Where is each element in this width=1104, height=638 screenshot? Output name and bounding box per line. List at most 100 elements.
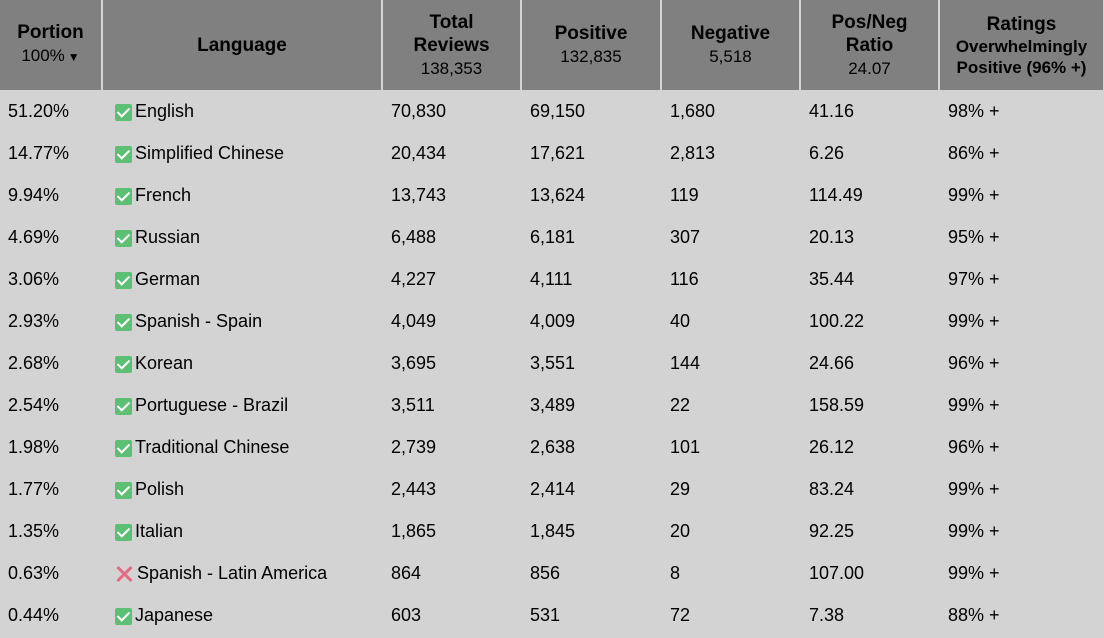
check-icon: [115, 481, 132, 499]
language-cell: Portuguese - Brazil: [103, 395, 381, 416]
check-icon: [115, 187, 132, 205]
negative-cell: 72: [670, 604, 691, 625]
sort-down-icon: ▼: [67, 50, 80, 64]
total-reviews-cell: 20,434: [391, 142, 447, 163]
language-name: Portuguese - Brazil: [135, 394, 289, 415]
ratio-cell: 24.66: [809, 352, 855, 373]
negative-cell: 144: [670, 352, 701, 373]
header-negative[interactable]: Negative 5,518: [662, 0, 799, 90]
check-icon: [115, 271, 132, 289]
rating-cell: 99% +: [948, 184, 1000, 205]
positive-cell: 6,181: [530, 226, 576, 247]
rating-cell: 99% +: [948, 562, 1000, 583]
language-name: Simplified Chinese: [135, 142, 285, 163]
language-name: Traditional Chinese: [135, 436, 290, 457]
header-portion[interactable]: Portion 100% ▼: [0, 0, 101, 90]
table-row: 0.63% Spanish - Latin America 864 856 8 107.0…: [0, 552, 1104, 594]
language-cell: Spanish - Latin America: [103, 563, 381, 584]
rating-cell: 96% +: [948, 352, 1000, 373]
positive-cell: 1,845: [530, 520, 576, 541]
language-name: Korean: [135, 352, 194, 373]
header-ratio-title2: Ratio: [845, 34, 894, 56]
negative-cell: 2,813: [670, 142, 716, 163]
ratio-cell: 114.49: [809, 184, 863, 205]
language-name: Russian: [135, 226, 201, 247]
ratio-cell: 26.12: [809, 436, 855, 457]
header-language[interactable]: Language: [103, 0, 381, 90]
header-language-title: Language: [197, 34, 287, 56]
check-icon: [115, 523, 132, 541]
language-cell: Italian: [103, 521, 381, 542]
ratio-cell: 92.25: [809, 520, 855, 541]
rating-cell: 99% +: [948, 478, 1000, 499]
total-reviews-cell: 2,443: [391, 478, 437, 499]
language-cell: French: [103, 185, 381, 206]
header-total-title2: Reviews: [413, 34, 490, 56]
rating-cell: 95% +: [948, 226, 1000, 247]
total-reviews-cell: 3,511: [391, 394, 435, 415]
positive-cell: 3,489: [530, 394, 576, 415]
table-row: 1.98% Traditional Chinese 2,739 2,638 101 26.…: [0, 426, 1104, 468]
positive-cell: 4,009: [530, 310, 576, 331]
check-icon: [115, 313, 132, 331]
ratio-cell: 20.13: [809, 226, 855, 247]
ratio-cell: 35.44: [809, 268, 855, 289]
language-name: English: [135, 100, 195, 121]
negative-cell: 119: [670, 184, 699, 205]
total-reviews-cell: 1,865: [391, 520, 437, 541]
total-reviews-cell: 4,049: [391, 310, 437, 331]
table-row: 3.06% German 4,227 4,111 116 35.44 97% +: [0, 258, 1104, 300]
language-cell: Japanese: [103, 605, 381, 626]
total-reviews-cell: 70,830: [391, 100, 447, 121]
total-reviews-cell: 4,227: [391, 268, 437, 289]
negative-cell: 22: [670, 394, 691, 415]
header-positive-sum: 132,835: [560, 47, 622, 66]
total-reviews-cell: 864: [391, 562, 422, 583]
rating-cell: 99% +: [948, 394, 1000, 415]
ratio-cell: 83.24: [809, 478, 855, 499]
header-positive[interactable]: Positive 132,835: [522, 0, 660, 90]
table-row: 2.68% Korean 3,695 3,551 144 24.66 96% +: [0, 342, 1104, 384]
rating-cell: 88% +: [948, 604, 1000, 625]
header-ratio[interactable]: Pos/Neg Ratio 24.07: [801, 0, 938, 90]
total-reviews-cell: 603: [391, 604, 422, 625]
header-ratio-title1: Pos/Neg: [831, 11, 908, 33]
ratio-cell: 41.16: [809, 100, 855, 121]
portion-cell: 51.20%: [8, 100, 70, 121]
language-name: Italian: [135, 520, 184, 541]
portion-cell: 0.44%: [8, 604, 60, 625]
language-cell: English: [103, 101, 381, 122]
header-positive-title: Positive: [554, 23, 628, 44]
positive-cell: 4,111: [530, 268, 573, 289]
language-cell: German: [103, 269, 381, 290]
ratio-cell: 100.22: [809, 310, 865, 331]
check-icon: [115, 103, 132, 121]
table-row: 2.93% Spanish - Spain 4,049 4,009 40 100.22 99…: [0, 300, 1104, 342]
language-cell: Simplified Chinese: [103, 143, 381, 164]
ratio-cell: 107.00: [809, 562, 865, 583]
language-name: Spanish - Latin America: [137, 562, 328, 583]
total-reviews-cell: 13,743: [391, 184, 447, 205]
ratio-cell: 6.26: [809, 142, 845, 163]
language-cell: Traditional Chinese: [103, 437, 381, 458]
check-icon: [115, 397, 132, 415]
header-negative-title: Negative: [690, 23, 771, 44]
portion-cell: 4.69%: [8, 226, 60, 247]
total-reviews-cell: 2,739: [391, 436, 437, 457]
negative-cell: 307: [670, 226, 701, 247]
header-total-reviews[interactable]: Total Reviews 138,353: [383, 0, 520, 90]
negative-cell: 101: [670, 436, 701, 457]
rating-cell: 98% +: [948, 100, 1000, 121]
portion-cell: 2.93%: [8, 310, 60, 331]
check-icon: [115, 145, 132, 163]
header-total-sum: 138,353: [420, 58, 483, 78]
language-cell: Spanish - Spain: [103, 311, 381, 332]
ratio-cell: 158.59: [809, 394, 865, 415]
positive-cell: 69,150: [530, 100, 586, 121]
total-reviews-cell: 6,488: [391, 226, 437, 247]
header-portion-title: Portion: [17, 22, 84, 43]
table-row: 0.44% Japanese 603 531 72 7.38 88% +: [0, 594, 1104, 636]
header-ratings[interactable]: Ratings Overwhelmingly Positive (96% +): [940, 0, 1103, 90]
negative-cell: 29: [670, 478, 691, 499]
rating-cell: 97% +: [948, 268, 1000, 289]
